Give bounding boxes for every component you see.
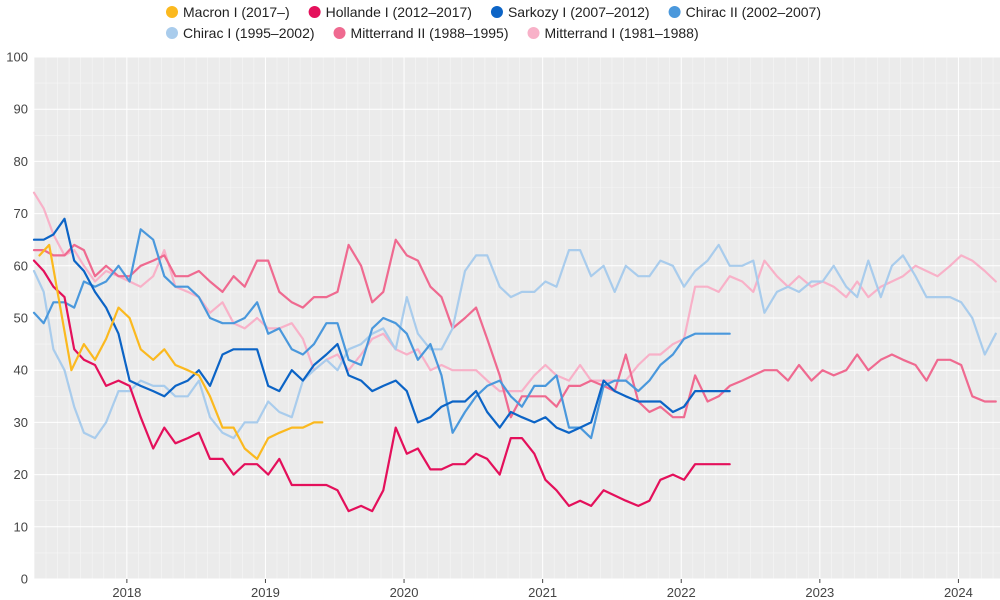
y-tick-label: 40	[14, 363, 28, 378]
legend-swatch	[166, 6, 178, 18]
legend-label: Chirac II (2002–2007)	[686, 4, 821, 20]
legend-label: Sarkozy I (2007–2012)	[508, 4, 650, 20]
series-line-6	[32, 238, 997, 419]
y-tick-label: 60	[14, 258, 28, 273]
legend-label: Mitterrand I (1981–1988)	[545, 25, 699, 41]
legend-swatch	[668, 6, 681, 18]
y-axis-ticks: 0 10 20 30 40 50 60 70 80 90 100	[6, 50, 28, 587]
x-tick-label: 2021	[528, 585, 557, 600]
legend-item: Macron I (2017–)	[166, 4, 290, 20]
series-lines	[32, 191, 997, 513]
y-tick-label: 0	[21, 572, 28, 587]
x-tick-label: 2019	[251, 585, 280, 600]
x-tick-label: 2024	[944, 585, 973, 600]
y-tick-label: 20	[14, 467, 28, 482]
legend-label: Hollande I (2012–2017)	[326, 4, 472, 20]
legend-swatch	[333, 27, 346, 39]
x-tick-label: 2023	[805, 585, 834, 600]
series-line-7	[32, 191, 997, 393]
x-tick-label: 2022	[667, 585, 696, 600]
y-tick-label: 90	[14, 102, 28, 117]
series-line-4	[32, 228, 731, 440]
y-tick-label: 80	[14, 154, 28, 169]
legend-item: Mitterrand II (1988–1995)	[333, 25, 509, 41]
legend-swatch	[527, 27, 540, 39]
major-gridlines	[34, 56, 1000, 580]
y-tick-label: 10	[14, 519, 28, 534]
y-tick-label: 50	[14, 311, 28, 326]
legend-label: Chirac I (1995–2002)	[183, 25, 315, 41]
y-tick-label: 30	[14, 415, 28, 430]
series-line-5	[32, 243, 997, 440]
legend-item: Mitterrand I (1981–1988)	[527, 25, 699, 41]
legend-label: Mitterrand II (1988–1995)	[351, 25, 509, 41]
legend-label: Macron I (2017–)	[183, 4, 290, 20]
legend-swatch	[166, 27, 178, 39]
series-line-3	[32, 217, 731, 434]
legend-item: Sarkozy I (2007–2012)	[490, 4, 650, 20]
legend-swatch	[490, 6, 503, 18]
y-tick-label: 100	[6, 50, 28, 65]
x-tick-label: 2020	[390, 585, 419, 600]
legend-swatch	[308, 6, 321, 18]
x-axis-ticks: 2018 2019 2020 2021 2022 2023 2024	[112, 579, 973, 600]
y-tick-label: 70	[14, 206, 28, 221]
x-tick-label: 2018	[112, 585, 141, 600]
legend-item: Chirac I (1995–2002)	[166, 25, 315, 41]
series-line-1	[38, 243, 324, 460]
legend-item: Chirac II (2002–2007)	[668, 4, 821, 20]
legend: Macron I (2017–) Hollande I (2012–2017) Sa…	[166, 4, 821, 41]
legend-item: Hollande I (2012–2017)	[308, 4, 472, 20]
series-line-2	[32, 259, 731, 513]
